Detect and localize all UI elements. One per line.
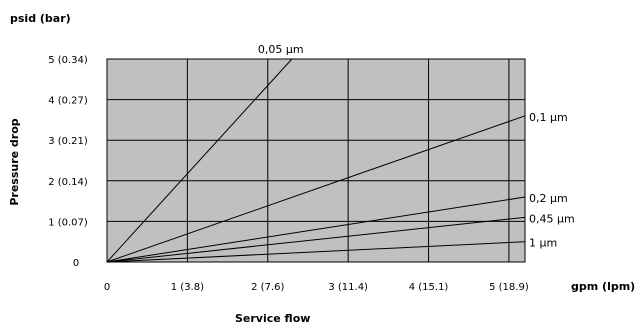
x-tick-labels: 0 1 (3.8) 2 (7.6) 3 (11.4) 4 (15.1) 5 (18.9): [104, 282, 529, 293]
series-label: 0,2 µm: [529, 192, 568, 205]
x-tick-label: 4 (15.1): [409, 282, 449, 293]
series-line: [106, 115, 526, 263]
y-tick-labels: 0 1 (0.07) 2 (0.14) 3 (0.21) 4 (0.27) 5 (0.34…: [48, 55, 88, 269]
x-tick-label: 2 (7.6): [251, 282, 284, 293]
y-tick-label: 5 (0.34): [48, 55, 88, 66]
x-axis-title: Service flow: [235, 312, 310, 325]
x-tick-label: 1 (3.8): [171, 282, 204, 293]
x-tick-label: 0: [104, 282, 110, 293]
series-line: [106, 58, 293, 263]
grid-lines: [107, 58, 525, 262]
y-tick-label: 1 (0.07): [48, 217, 88, 228]
series-label: 0,45 µm: [529, 212, 575, 225]
series-label: 1 µm: [529, 237, 557, 250]
x-unit-label: gpm (lpm): [571, 280, 635, 293]
series-line: [106, 241, 526, 263]
x-tick-label: 3 (11.4): [328, 282, 368, 293]
series-labels: 0,05 µm 0,1 µm 0,2 µm 0,45 µm 1 µm: [258, 43, 575, 250]
y-tick-label: 0: [73, 258, 79, 269]
series-line: [106, 196, 526, 263]
y-tick-label: 4 (0.27): [48, 96, 88, 107]
series-label: 0,1 µm: [529, 111, 568, 124]
series-label: 0,05 µm: [258, 43, 304, 56]
y-tick-label: 3 (0.21): [48, 136, 88, 147]
series-lines: [106, 58, 526, 263]
y-tick-label: 2 (0.14): [48, 177, 88, 188]
series-line: [106, 216, 526, 263]
x-tick-label: 5 (18.9): [489, 282, 529, 293]
y-unit-label: psid (bar): [10, 12, 71, 25]
y-axis-title: Pressure drop: [8, 118, 21, 205]
plot-area: [106, 58, 526, 263]
